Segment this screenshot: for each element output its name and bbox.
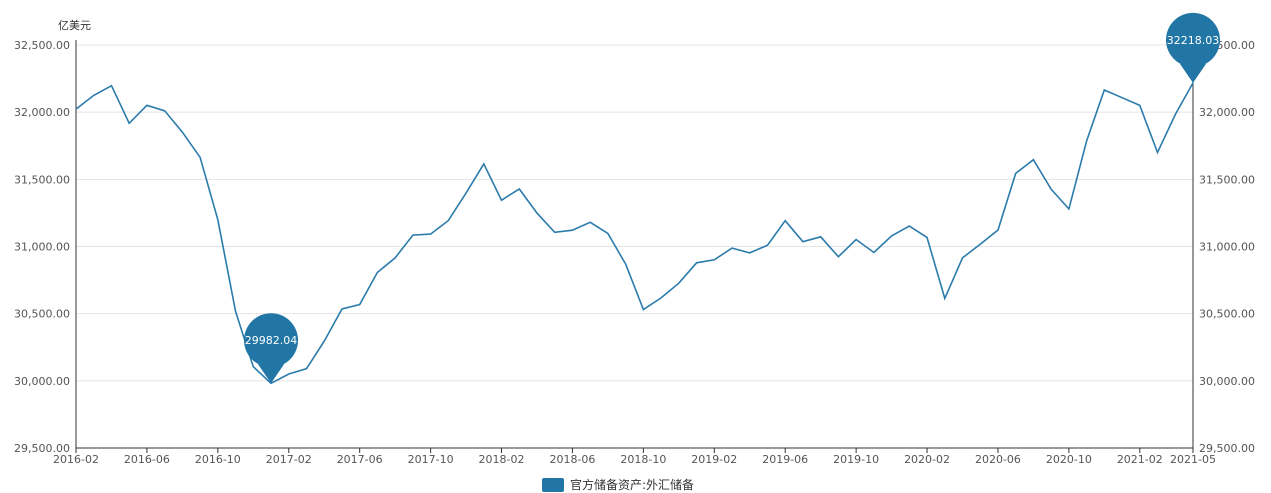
x-tick-label: 2017-06 bbox=[337, 453, 383, 466]
legend-swatch[interactable] bbox=[542, 478, 564, 492]
pin-tail bbox=[258, 364, 285, 384]
series-line[interactable] bbox=[75, 82, 1194, 385]
x-tick-label: 2019-02 bbox=[691, 453, 737, 466]
x-tick-label: 2020-02 bbox=[904, 453, 950, 466]
pin-marker: 29982.04 bbox=[244, 313, 299, 384]
x-tick-label: 2016-10 bbox=[195, 453, 241, 466]
pin-head bbox=[1166, 12, 1220, 67]
y-tick-label-right: 29,500.00 bbox=[1199, 442, 1255, 455]
x-tick-label: 2016-02 bbox=[53, 453, 99, 466]
grid-lines bbox=[76, 44, 1193, 382]
x-tick-label: 2019-10 bbox=[833, 453, 879, 466]
legend-label[interactable]: 官方储备资产:外汇储备 bbox=[570, 477, 694, 492]
y-tick-labels-right: 29,500.00 30,000.00 30,500.00 31,000.00 31,5… bbox=[1199, 39, 1255, 455]
pin-marker: 32218.03 bbox=[1166, 12, 1220, 83]
y-tick-label-left: 32,000.00 bbox=[14, 106, 70, 119]
y-tick-label-left: 31,500.00 bbox=[14, 173, 70, 186]
pin-tail bbox=[1180, 63, 1206, 83]
y-tick-labels-left: 29,500.00 30,000.00 30,500.00 31,000.00 31,5… bbox=[14, 39, 70, 455]
x-tick-label: 2019-06 bbox=[762, 453, 808, 466]
x-tick-label: 2021-02 bbox=[1117, 453, 1163, 466]
x-tick-label: 2020-06 bbox=[975, 453, 1021, 466]
y-tick-label-right: 32,000.00 bbox=[1199, 106, 1255, 119]
y-tick-label-left: 32,500.00 bbox=[14, 39, 70, 52]
pin-label: 29982.04 bbox=[245, 334, 298, 347]
pin-label: 32218.03 bbox=[1167, 34, 1220, 47]
y-axis-unit-label: 亿美元 bbox=[58, 19, 91, 32]
y-tick-label-left: 30,500.00 bbox=[14, 308, 70, 321]
y-tick-label-left: 31,000.00 bbox=[14, 241, 70, 254]
y-tick-label-right: 31,500.00 bbox=[1199, 173, 1255, 186]
legend[interactable]: 官方储备资产:外汇储备 bbox=[542, 477, 694, 492]
x-tick-label: 2021-05 bbox=[1170, 453, 1216, 466]
y-tick-label-right: 30,500.00 bbox=[1199, 308, 1255, 321]
x-tick-label: 2017-10 bbox=[408, 453, 454, 466]
y-tick-label-right: 31,000.00 bbox=[1199, 241, 1255, 254]
marker-pins: 29982.04 32218.03 bbox=[244, 12, 1220, 384]
y-tick-label-right: 30,000.00 bbox=[1199, 375, 1255, 388]
x-tick-label: 2018-10 bbox=[620, 453, 666, 466]
x-tick-label: 2017-02 bbox=[266, 453, 312, 466]
axes bbox=[75, 40, 1194, 453]
x-tick-label: 2018-02 bbox=[479, 453, 525, 466]
x-tick-labels: 2016-02 2016-06 2016-10 2017-02 2017-06 2017-… bbox=[53, 453, 1216, 466]
pin-head bbox=[244, 313, 299, 368]
x-tick-label: 2018-06 bbox=[549, 453, 595, 466]
y-tick-label-left: 29,500.00 bbox=[14, 442, 70, 455]
x-tick-label: 2016-06 bbox=[124, 453, 170, 466]
y-tick-label-left: 30,000.00 bbox=[14, 375, 70, 388]
x-tick-label: 2020-10 bbox=[1046, 453, 1092, 466]
